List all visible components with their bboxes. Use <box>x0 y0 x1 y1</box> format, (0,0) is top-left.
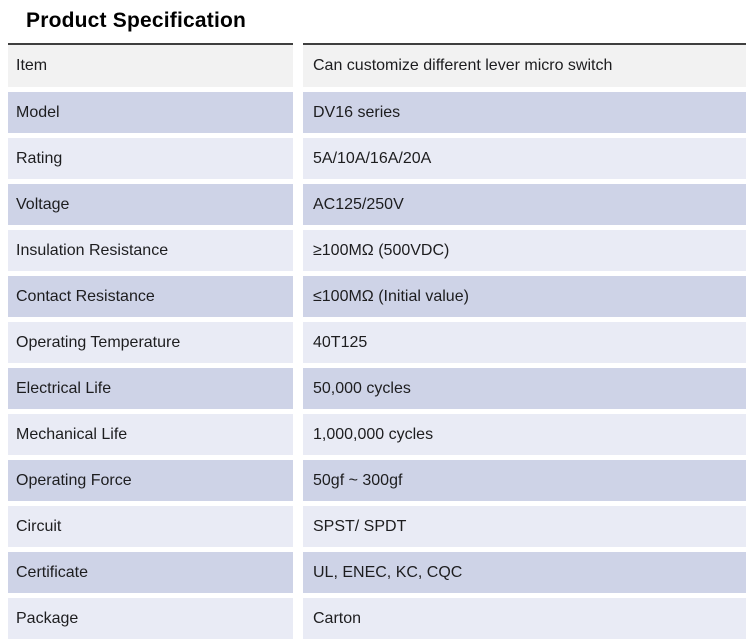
spec-value: AC125/250V <box>313 195 404 213</box>
table-row: Item Can customize different lever micro… <box>8 43 746 87</box>
spec-value-cell: 1,000,000 cycles <box>303 414 746 455</box>
column-divider <box>293 414 303 455</box>
table-row: Certificate UL, ENEC, KC, CQC <box>8 552 746 593</box>
spec-value-cell: AC125/250V <box>303 184 746 225</box>
spec-label-cell: Model <box>8 92 293 133</box>
column-divider <box>293 552 303 593</box>
table-row: Voltage AC125/250V <box>8 184 746 225</box>
column-divider <box>293 92 303 133</box>
table-row: Insulation Resistance ≥100MΩ (500VDC) <box>8 230 746 271</box>
table-row: Contact Resistance ≤100MΩ (Initial value… <box>8 276 746 317</box>
spec-value: 40T125 <box>313 333 368 351</box>
spec-label-cell: Package <box>8 598 293 639</box>
spec-label: Voltage <box>16 195 70 213</box>
spec-value-cell: 50gf ~ 300gf <box>303 460 746 501</box>
spec-value-cell: ≤100MΩ (Initial value) <box>303 276 746 317</box>
spec-value: ≤100MΩ (Initial value) <box>313 287 469 305</box>
column-divider <box>293 184 303 225</box>
spec-label: Model <box>16 103 60 121</box>
spec-label: Item <box>16 57 48 74</box>
spec-label: Electrical Life <box>16 379 112 397</box>
spec-value: 50,000 cycles <box>313 379 411 397</box>
spec-table: Item Can customize different lever micro… <box>8 43 746 639</box>
spec-label: Rating <box>16 149 63 167</box>
table-row: Rating 5A/10A/16A/20A <box>8 138 746 179</box>
spec-value: 50gf ~ 300gf <box>313 471 403 489</box>
spec-value-cell: 5A/10A/16A/20A <box>303 138 746 179</box>
spec-value: 5A/10A/16A/20A <box>313 149 432 167</box>
table-row: Package Carton <box>8 598 746 639</box>
spec-label-cell: Contact Resistance <box>8 276 293 317</box>
column-divider <box>293 43 303 87</box>
spec-value: UL, ENEC, KC, CQC <box>313 563 463 581</box>
table-row: Circuit SPST/ SPDT <box>8 506 746 547</box>
spec-label-cell: Operating Temperature <box>8 322 293 363</box>
spec-value-cell: UL, ENEC, KC, CQC <box>303 552 746 593</box>
spec-label: Circuit <box>16 517 62 535</box>
spec-label: Insulation Resistance <box>16 241 169 259</box>
spec-label-cell: Certificate <box>8 552 293 593</box>
column-divider <box>293 230 303 271</box>
spec-label: Operating Temperature <box>16 333 181 351</box>
column-divider <box>293 368 303 409</box>
spec-label: Mechanical Life <box>16 425 128 443</box>
spec-label-cell: Rating <box>8 138 293 179</box>
table-row: Operating Force 50gf ~ 300gf <box>8 460 746 501</box>
page-title: Product Specification <box>26 9 247 32</box>
spec-label: Certificate <box>16 563 89 581</box>
spec-label-cell: Electrical Life <box>8 368 293 409</box>
spec-value-cell: Can customize different lever micro swit… <box>303 43 746 87</box>
column-divider <box>293 598 303 639</box>
spec-value-cell: DV16 series <box>303 92 746 133</box>
spec-value-cell: 40T125 <box>303 322 746 363</box>
table-row: Electrical Life 50,000 cycles <box>8 368 746 409</box>
spec-label-cell: Operating Force <box>8 460 293 501</box>
spec-value-cell: ≥100MΩ (500VDC) <box>303 230 746 271</box>
spec-value-cell: SPST/ SPDT <box>303 506 746 547</box>
spec-value: DV16 series <box>313 103 401 121</box>
column-divider <box>293 506 303 547</box>
spec-label-cell: Mechanical Life <box>8 414 293 455</box>
column-divider <box>293 276 303 317</box>
spec-label: Package <box>16 609 79 627</box>
table-row: Model DV16 series <box>8 92 746 133</box>
spec-value-cell: Carton <box>303 598 746 639</box>
spec-label-cell: Circuit <box>8 506 293 547</box>
spec-value: SPST/ SPDT <box>313 517 407 535</box>
column-divider <box>293 322 303 363</box>
spec-label-cell: Voltage <box>8 184 293 225</box>
spec-value: Can customize different lever micro swit… <box>313 57 613 74</box>
table-row: Mechanical Life 1,000,000 cycles <box>8 414 746 455</box>
table-row: Operating Temperature 40T125 <box>8 322 746 363</box>
spec-label-cell: Insulation Resistance <box>8 230 293 271</box>
spec-label: Contact Resistance <box>16 287 155 305</box>
spec-value: Carton <box>313 609 362 627</box>
spec-value: ≥100MΩ (500VDC) <box>313 241 450 259</box>
spec-label: Operating Force <box>16 471 132 489</box>
spec-value-cell: 50,000 cycles <box>303 368 746 409</box>
column-divider <box>293 138 303 179</box>
spec-value: 1,000,000 cycles <box>313 425 434 443</box>
spec-label-cell: Item <box>8 43 293 87</box>
column-divider <box>293 460 303 501</box>
